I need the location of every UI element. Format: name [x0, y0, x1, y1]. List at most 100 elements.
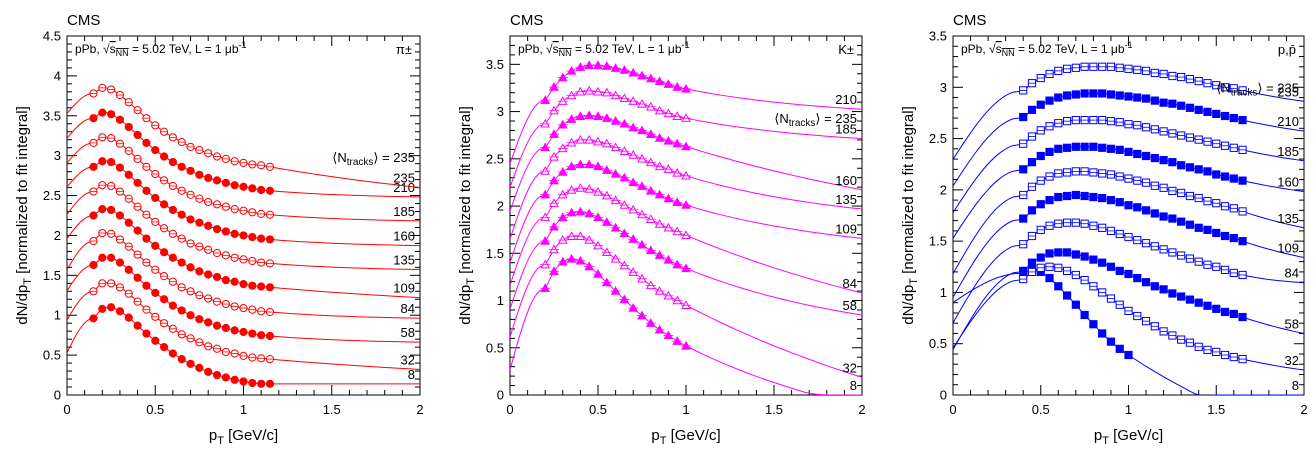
series-32: 32	[67, 279, 420, 370]
data-point	[221, 178, 230, 187]
data-point	[584, 85, 595, 95]
data-point	[159, 343, 169, 352]
data-point	[1045, 147, 1054, 157]
y-tick-label: 4.5	[43, 29, 61, 44]
y-tick-label: 1	[54, 308, 61, 323]
data-point	[151, 288, 160, 297]
data-point	[151, 193, 160, 203]
data-point	[212, 224, 222, 234]
data-point	[1159, 156, 1168, 165]
series-label: 160	[1277, 175, 1299, 190]
data-point	[1062, 91, 1072, 100]
data-point	[89, 260, 98, 270]
data-point	[159, 152, 169, 161]
data-point	[151, 336, 160, 345]
data-point	[212, 321, 222, 330]
y-tick-label: 0	[940, 388, 947, 403]
data-point	[1124, 269, 1133, 279]
data-point	[142, 234, 151, 243]
x-tick-label: 0	[949, 402, 956, 417]
series-160: 160	[510, 110, 862, 212]
series-label: 185	[835, 122, 857, 137]
data-point	[1089, 89, 1098, 98]
data-point	[230, 277, 239, 286]
data-point	[1168, 214, 1177, 223]
data-point	[212, 370, 222, 380]
experiment-label: CMS	[953, 12, 986, 29]
data-point	[557, 235, 568, 244]
data-point	[601, 113, 612, 122]
data-point	[645, 101, 656, 111]
y-tick-label: 3	[497, 104, 504, 119]
data-point	[195, 363, 204, 372]
data-point	[593, 240, 603, 250]
data-point	[584, 235, 595, 244]
data-point	[593, 60, 603, 69]
series-8: 8	[953, 265, 1304, 395]
y-tick-label: 1.5	[43, 268, 61, 283]
data-point	[1027, 158, 1037, 167]
data-point	[230, 181, 239, 190]
series-210: 210	[510, 60, 862, 164]
data-point	[177, 355, 186, 364]
series-label: 8	[850, 378, 857, 393]
data-point	[1115, 91, 1124, 100]
data-point	[540, 95, 551, 104]
data-point	[133, 130, 142, 140]
data-point	[566, 231, 577, 240]
data-point	[168, 253, 177, 262]
data-point	[186, 263, 195, 272]
data-point	[1089, 255, 1098, 264]
data-point	[115, 307, 125, 316]
data-point	[186, 359, 195, 368]
data-point	[151, 241, 160, 250]
data-point	[212, 176, 222, 185]
data-point	[619, 172, 630, 182]
data-point	[681, 141, 691, 151]
data-point	[248, 281, 257, 290]
data-point	[168, 205, 177, 215]
chart-panel-3: 0 0.5 1 1.5 2 0 0.5 1 1.5 2 2.5 3 3.5 CMS pPb, √sNN = …	[900, 12, 1308, 447]
data-point	[1124, 350, 1133, 360]
experiment-label: CMS	[510, 12, 543, 29]
data-point	[1071, 250, 1080, 259]
data-point	[1080, 191, 1089, 201]
data-point	[133, 178, 142, 187]
data-point	[1036, 151, 1045, 161]
data-point	[1133, 93, 1142, 102]
data-point	[540, 283, 551, 292]
data-point	[1185, 163, 1195, 172]
series-label: 58	[1285, 316, 1299, 331]
data-point	[1019, 112, 1028, 122]
data-point	[1071, 300, 1080, 309]
series-135: 135	[67, 181, 420, 271]
data-point	[1229, 113, 1238, 123]
data-point	[1229, 174, 1238, 183]
data-point	[115, 211, 125, 220]
data-point	[1177, 217, 1186, 226]
data-point	[221, 276, 230, 285]
data-point	[1194, 223, 1203, 232]
data-point	[1054, 192, 1063, 202]
data-point	[575, 159, 586, 169]
data-point	[204, 270, 213, 279]
data-point	[1098, 193, 1107, 203]
series-109: 109	[67, 205, 420, 299]
data-point	[142, 281, 151, 290]
data-point	[98, 253, 107, 262]
data-point	[601, 217, 612, 226]
data-point	[681, 113, 691, 122]
data-point	[239, 280, 248, 289]
x-axis-label: pT [GeV/c]	[209, 427, 278, 447]
data-point	[1177, 101, 1186, 110]
data-point	[98, 304, 107, 313]
data-point	[1212, 304, 1221, 313]
data-point	[265, 283, 275, 292]
ntracks-legend-label: ⟨Ntracks⟩ = 235	[332, 150, 415, 168]
data-point	[1106, 90, 1116, 99]
data-point	[1106, 144, 1116, 153]
data-point	[186, 215, 195, 224]
series-label: 84	[843, 276, 857, 291]
series-label: 210	[393, 180, 415, 195]
